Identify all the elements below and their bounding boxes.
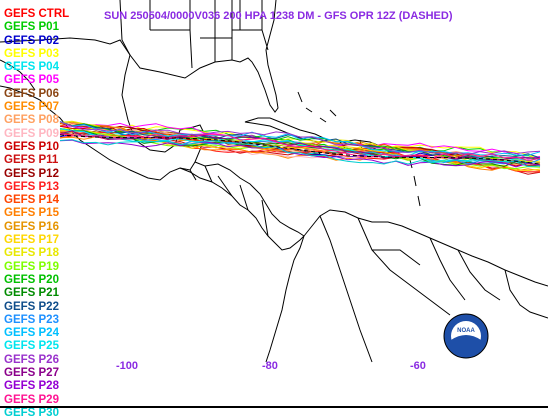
legend-entry-gefs-p23: GEFS P23 bbox=[4, 313, 59, 326]
legend-entry-gefs-p30: GEFS P30 bbox=[4, 406, 59, 419]
legend-entry-gefs-p09: GEFS P09 bbox=[4, 127, 59, 140]
legend-entry-gefs-ctrl: GEFS CTRL bbox=[4, 8, 70, 20]
legend-entry-gefs-p03: GEFS P03 bbox=[4, 47, 59, 60]
us-gulf-coast bbox=[119, 0, 279, 113]
chart-title: SUN 250504/0000V036 200 HPA 1238 DM - GF… bbox=[104, 10, 453, 22]
legend-entry-gefs-p28: GEFS P28 bbox=[4, 380, 59, 393]
ensemble-contours bbox=[59, 120, 541, 175]
ensemble-legend: GEFS CTRL GEFS P01 GEFS P02 GEFS P03 GEFS P0… bbox=[4, 8, 69, 420]
legend-entry-gefs-p10: GEFS P10 bbox=[4, 140, 59, 153]
contour-line-gefs-p26 bbox=[59, 121, 541, 155]
mexico-coast bbox=[0, 37, 206, 181]
legend-entry-gefs-p15: GEFS P15 bbox=[4, 207, 59, 220]
coastlines bbox=[0, 0, 548, 363]
legend-entry-gefs-p02: GEFS P02 bbox=[4, 34, 59, 47]
contour-line-gfs-opr-dashed bbox=[59, 134, 541, 165]
legend-entry-gefs-p07: GEFS P07 bbox=[4, 101, 59, 114]
us-state-borders bbox=[149, 0, 269, 69]
contour-line-gefs-p08 bbox=[59, 128, 541, 166]
legend-entry-gefs-p05: GEFS P05 bbox=[4, 74, 59, 87]
legend-entry-gefs-p08: GEFS P08 bbox=[4, 114, 59, 127]
south-america-borders bbox=[319, 215, 548, 363]
contour-line-gefs-p23 bbox=[59, 128, 541, 165]
longitude-label-80w: -80 bbox=[262, 360, 278, 372]
legend-entry-gefs-p19: GEFS P19 bbox=[4, 260, 59, 273]
noaa-logo: NOAA bbox=[443, 313, 489, 359]
legend-entry-gefs-p11: GEFS P11 bbox=[4, 154, 59, 167]
longitude-label-100w: -100 bbox=[116, 360, 139, 372]
bahamas bbox=[297, 91, 421, 207]
noaa-logo-text: NOAA bbox=[457, 328, 475, 334]
legend-entry-gefs-p22: GEFS P22 bbox=[4, 300, 59, 313]
legend-entry-gefs-p21: GEFS P21 bbox=[4, 287, 59, 300]
legend-entry-gefs-p13: GEFS P13 bbox=[4, 180, 59, 193]
baja-coast bbox=[0, 59, 36, 91]
legend-entry-gefs-p01: GEFS P01 bbox=[4, 21, 59, 34]
legend-entry-gefs-p20: GEFS P20 bbox=[4, 273, 59, 286]
contour-line-gefs-p30 bbox=[59, 139, 541, 168]
legend-entry-gefs-p17: GEFS P17 bbox=[4, 234, 59, 247]
legend-entry-gefs-p18: GEFS P18 bbox=[4, 247, 59, 260]
legend-entry-gefs-p26: GEFS P26 bbox=[4, 353, 59, 366]
legend-entry-gefs-p24: GEFS P24 bbox=[4, 327, 59, 340]
legend-entry-gefs-p12: GEFS P12 bbox=[4, 167, 59, 180]
legend-entry-gefs-p14: GEFS P14 bbox=[4, 194, 59, 207]
legend-entry-gefs-p27: GEFS P27 bbox=[4, 367, 59, 380]
longitude-label-60w: -60 bbox=[410, 360, 426, 372]
legend-entry-gefs-p06: GEFS P06 bbox=[4, 87, 59, 100]
contour-line-gefs-p29 bbox=[59, 133, 541, 161]
legend-entry-gefs-p16: GEFS P16 bbox=[4, 220, 59, 233]
legend-entry-gefs-p25: GEFS P25 bbox=[4, 340, 59, 353]
bottom-border bbox=[0, 406, 548, 408]
contour-line-gefs-p28 bbox=[59, 139, 541, 168]
legend-entry-gefs-p04: GEFS P04 bbox=[4, 61, 59, 74]
legend-entry-gefs-p29: GEFS P29 bbox=[4, 393, 59, 406]
central-america bbox=[179, 161, 305, 251]
central-america-borders bbox=[189, 165, 269, 237]
